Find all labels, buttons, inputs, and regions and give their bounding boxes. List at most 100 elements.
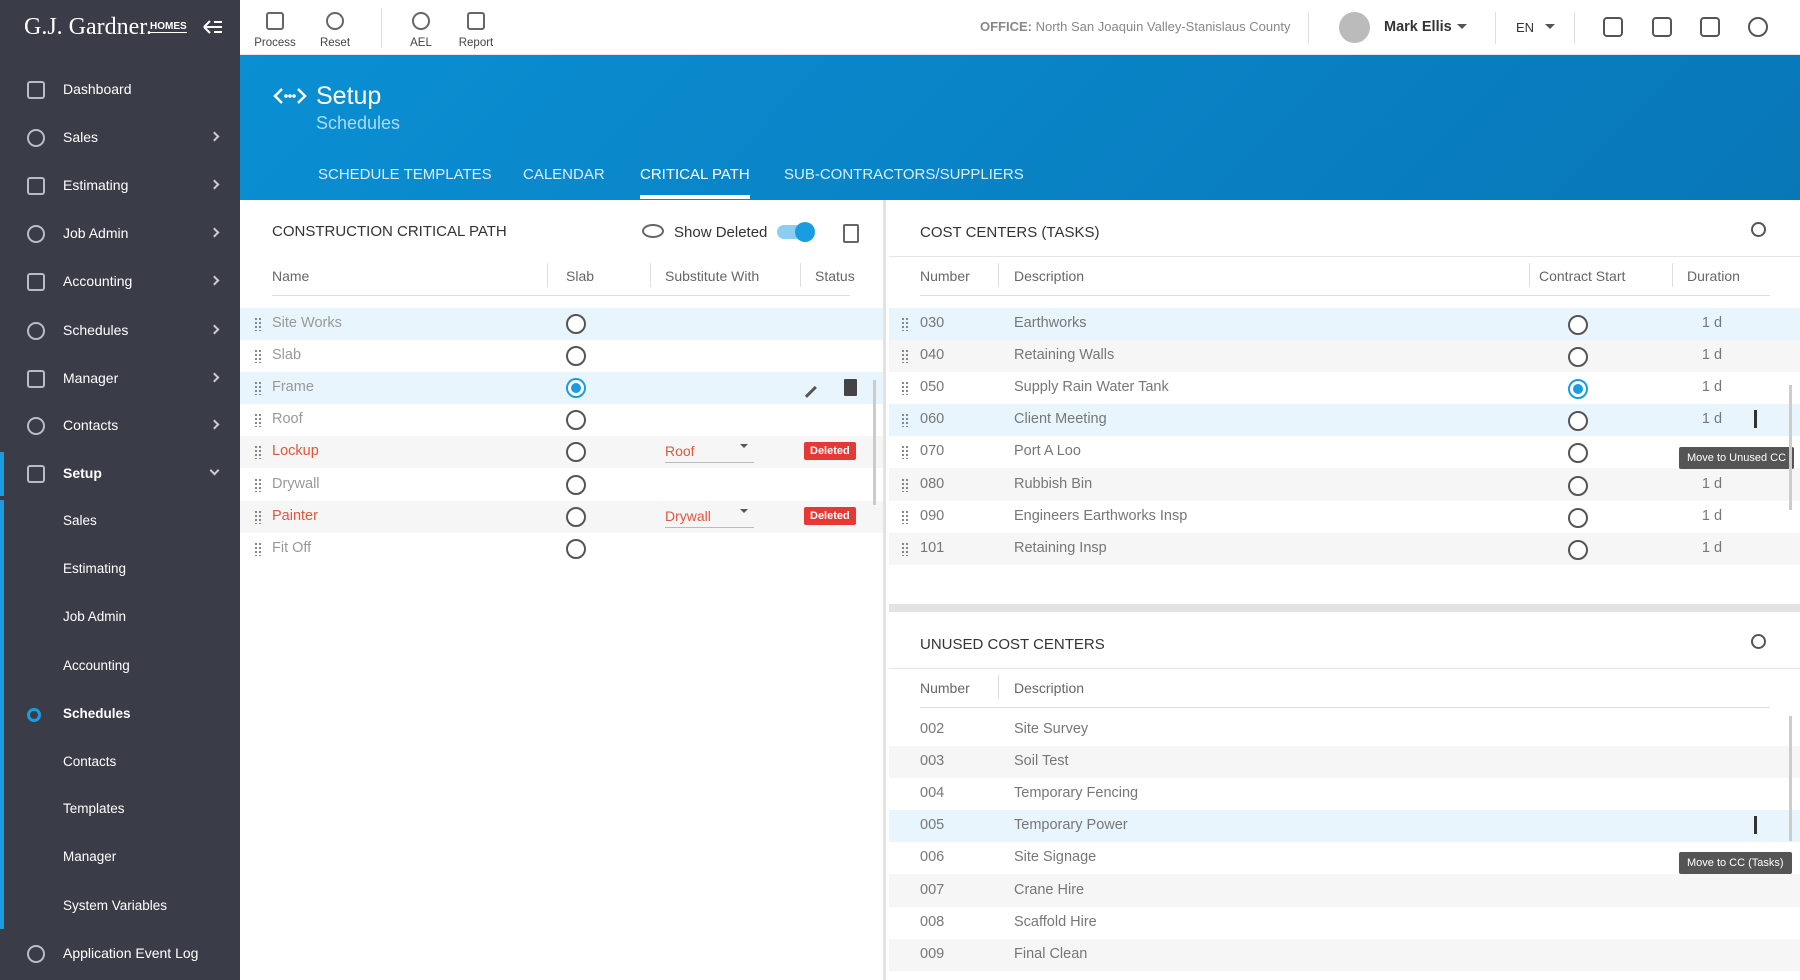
apps[interactable] <box>1700 17 1720 37</box>
table-row[interactable] <box>240 307 883 341</box>
help[interactable] <box>1748 17 1768 37</box>
cost-center-description: Port A Loo <box>1014 443 1081 460</box>
toolbar-icon[interactable] <box>266 12 284 30</box>
slab-radio[interactable] <box>566 538 586 559</box>
substitute-select[interactable]: Roof <box>665 443 754 464</box>
nav-label: Sales <box>63 129 99 145</box>
drag-handle[interactable] <box>254 413 262 428</box>
nav-subitem[interactable] <box>4 500 240 544</box>
drag-handle[interactable] <box>254 509 262 524</box>
drag-handle[interactable] <box>901 509 909 524</box>
cost-center-description: Earthworks <box>1014 315 1087 331</box>
slab-radio[interactable] <box>566 506 586 527</box>
drag-handle[interactable] <box>254 317 262 331</box>
tab[interactable]: SCHEDULE TEMPLATES <box>318 166 492 183</box>
language[interactable]: EN <box>1516 20 1535 35</box>
drag-handle[interactable] <box>254 349 262 364</box>
move-button[interactable] <box>1754 410 1757 429</box>
drag-handle[interactable] <box>901 317 909 331</box>
toolbar-label[interactable]: Process <box>254 37 296 49</box>
table-row[interactable] <box>889 746 1800 779</box>
slab-radio[interactable] <box>566 442 586 463</box>
office: OFFICE: North San Joaquin Valley-Stanisl… <box>980 19 1290 34</box>
slab-radio[interactable] <box>566 314 586 334</box>
toolbar-label[interactable]: Reset <box>319 37 351 49</box>
tab[interactable]: CALENDAR <box>523 166 605 183</box>
duration: 1 d <box>1701 539 1723 556</box>
logout[interactable] <box>1652 17 1672 37</box>
slab-radio[interactable] <box>566 474 586 495</box>
table-row[interactable] <box>240 372 883 405</box>
table-row[interactable] <box>889 372 1800 405</box>
drag-handle[interactable] <box>254 477 262 492</box>
table-row[interactable] <box>889 532 1800 565</box>
contract-start-radio[interactable] <box>1568 411 1588 432</box>
toolbar-label[interactable]: Report <box>458 37 494 49</box>
table-row[interactable] <box>240 468 883 501</box>
table-row[interactable] <box>889 778 1800 811</box>
contract-start-radio[interactable] <box>1568 475 1588 496</box>
cost-center-description: Site Signage <box>1014 849 1097 866</box>
drag-handle[interactable] <box>901 413 909 428</box>
search-button[interactable] <box>1751 634 1766 649</box>
toolbar-icon[interactable] <box>467 12 485 30</box>
table-row[interactable] <box>889 500 1800 533</box>
drag-handle[interactable] <box>254 541 262 556</box>
nav-subitem[interactable] <box>4 741 240 785</box>
drag-handle[interactable] <box>254 381 262 396</box>
table-row[interactable] <box>889 713 1800 747</box>
toolbar-icon[interactable] <box>326 12 344 30</box>
toolbar-icon[interactable] <box>412 12 430 30</box>
drag-handle[interactable] <box>901 541 909 556</box>
nav-subitem[interactable] <box>4 836 240 880</box>
nav-subitem-label: Estimating <box>63 561 127 576</box>
search-button[interactable] <box>1751 222 1766 237</box>
table-row[interactable] <box>889 340 1800 373</box>
table-row[interactable] <box>240 436 883 469</box>
table-row[interactable] <box>889 468 1800 501</box>
table-row[interactable] <box>889 404 1800 437</box>
table-row[interactable] <box>889 938 1800 971</box>
move-button[interactable] <box>1754 816 1757 835</box>
table-row[interactable] <box>240 340 883 373</box>
table-row[interactable] <box>889 906 1800 939</box>
cost-centers-panel: COST CENTERS (TASKS) Number Description Con… <box>889 200 1800 606</box>
substitute-select[interactable]: Drywall <box>665 508 754 528</box>
table-row[interactable] <box>889 436 1800 469</box>
table-row[interactable] <box>240 532 883 565</box>
nav-item[interactable] <box>0 452 240 496</box>
drag-handle[interactable] <box>901 477 909 492</box>
cost-center-number: 003 <box>920 753 945 770</box>
avatar <box>1339 12 1370 43</box>
delete-button[interactable] <box>844 379 857 397</box>
drag-handle[interactable] <box>901 381 909 396</box>
table-row[interactable] <box>889 810 1800 843</box>
slab-radio[interactable] <box>566 346 586 367</box>
column-header: Slab <box>566 268 595 284</box>
drag-handle[interactable] <box>254 445 262 460</box>
table-row[interactable] <box>240 404 883 437</box>
table-row[interactable] <box>889 307 1800 341</box>
contract-start-radio[interactable] <box>1568 539 1588 560</box>
toolbar-label[interactable]: AEL <box>410 37 432 49</box>
collapse-menu[interactable] <box>202 18 224 36</box>
drag-handle[interactable] <box>901 445 909 460</box>
table-row[interactable] <box>240 500 883 533</box>
drag-handle[interactable] <box>901 349 909 364</box>
contract-start-radio[interactable] <box>1568 443 1588 464</box>
contract-start-radio[interactable] <box>1568 315 1588 335</box>
table-row[interactable] <box>889 874 1800 907</box>
tab[interactable]: CRITICAL PATH <box>640 166 750 183</box>
contract-start-radio[interactable] <box>1568 507 1588 528</box>
table-row[interactable] <box>889 842 1800 875</box>
slab-radio[interactable] <box>566 378 586 399</box>
panel-splitter[interactable] <box>889 604 1800 612</box>
contract-start-radio[interactable] <box>1568 347 1588 368</box>
add-button[interactable] <box>843 224 859 243</box>
panel-divider <box>889 256 1800 257</box>
notifications[interactable] <box>1603 17 1623 37</box>
tab[interactable]: SUB-CONTRACTORS/SUPPLIERS <box>784 166 1024 183</box>
contract-start-radio[interactable] <box>1568 379 1588 400</box>
user-name[interactable]: Mark Ellis <box>1384 19 1452 35</box>
slab-radio[interactable] <box>566 410 586 431</box>
